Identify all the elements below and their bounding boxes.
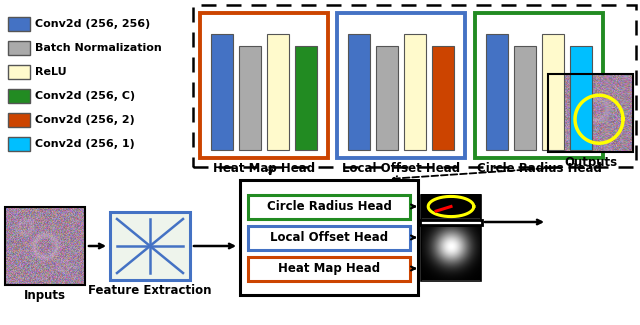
Text: ReLU: ReLU <box>35 67 67 77</box>
Bar <box>8 65 30 79</box>
Bar <box>267 34 289 150</box>
Bar <box>404 34 426 150</box>
Bar <box>337 13 465 158</box>
Text: Conv2d (256, C): Conv2d (256, C) <box>35 91 135 101</box>
Text: Feature Extraction: Feature Extraction <box>88 284 212 297</box>
Bar <box>421 226 481 280</box>
Bar <box>548 74 633 152</box>
Bar <box>240 180 418 295</box>
Text: Circle Radius Head: Circle Radius Head <box>477 162 602 175</box>
Bar <box>295 46 317 150</box>
Bar <box>8 137 30 151</box>
Bar <box>239 46 261 150</box>
Bar <box>248 256 410 280</box>
Bar <box>193 5 636 167</box>
Bar <box>420 219 482 225</box>
Bar <box>8 41 30 55</box>
Text: Inputs: Inputs <box>24 289 66 302</box>
Bar <box>486 34 508 150</box>
Bar <box>376 46 398 150</box>
Bar <box>570 46 592 150</box>
Text: Heat Map Head: Heat Map Head <box>213 162 315 175</box>
Bar <box>248 194 410 218</box>
Text: Batch Normalization: Batch Normalization <box>35 43 162 53</box>
Bar <box>8 113 30 127</box>
Bar <box>475 13 603 158</box>
Text: Circle Radius Head: Circle Radius Head <box>267 200 392 213</box>
Text: Local Offset Head: Local Offset Head <box>342 162 460 175</box>
Bar <box>200 13 328 158</box>
Bar <box>421 194 481 218</box>
Bar <box>110 212 190 280</box>
Bar <box>248 226 410 250</box>
Text: Outputs: Outputs <box>564 156 617 169</box>
Bar <box>432 46 454 150</box>
Bar <box>211 34 233 150</box>
Bar <box>348 34 370 150</box>
Text: Local Offset Head: Local Offset Head <box>270 231 388 244</box>
Text: Heat Map Head: Heat Map Head <box>278 262 380 275</box>
Text: Conv2d (256, 1): Conv2d (256, 1) <box>35 139 135 149</box>
Bar <box>542 34 564 150</box>
Text: Conv2d (256, 256): Conv2d (256, 256) <box>35 19 150 29</box>
Bar <box>514 46 536 150</box>
Bar <box>8 89 30 103</box>
Bar <box>8 17 30 31</box>
Text: Conv2d (256, 2): Conv2d (256, 2) <box>35 115 135 125</box>
Bar <box>5 207 85 285</box>
